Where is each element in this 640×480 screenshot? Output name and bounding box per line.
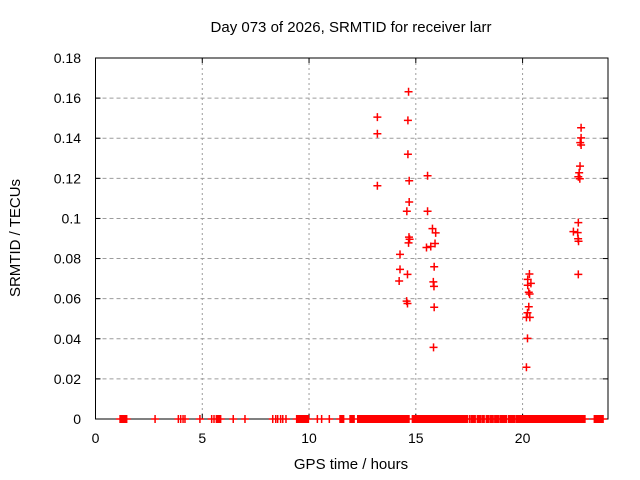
data-point bbox=[373, 113, 382, 122]
data-point bbox=[423, 207, 432, 216]
data-point bbox=[429, 282, 438, 291]
data-point bbox=[523, 334, 532, 343]
data-point bbox=[428, 224, 437, 233]
y-tick-label: 0.14 bbox=[54, 130, 81, 146]
data-point bbox=[574, 270, 583, 279]
axis-layer bbox=[95, 57, 609, 420]
data-point bbox=[574, 237, 583, 246]
y-tick-label: 0.06 bbox=[54, 291, 81, 307]
y-tick-label: 0.1 bbox=[62, 210, 82, 226]
y-tick-label: 0.18 bbox=[54, 50, 81, 66]
data-point bbox=[395, 277, 404, 286]
data-point bbox=[403, 270, 412, 279]
data-point bbox=[426, 242, 435, 251]
data-point bbox=[525, 290, 534, 299]
y-tick-label: 0.12 bbox=[54, 170, 81, 186]
data-point bbox=[373, 181, 382, 190]
data-point bbox=[575, 174, 584, 183]
data-point bbox=[577, 141, 586, 150]
tick-label-layer: 0 5 10 15 20 0 0.02 0.04 0.06 0.08 0.1 0.12 0.14 0.16… bbox=[54, 50, 531, 446]
y-tick-label: 0.08 bbox=[54, 251, 81, 267]
x-tick-label: 0 bbox=[92, 430, 100, 446]
data-point bbox=[402, 207, 411, 216]
data-layer bbox=[116, 87, 608, 423]
data-point bbox=[431, 239, 440, 248]
data-point bbox=[403, 299, 412, 308]
x-tick-label: 5 bbox=[198, 430, 206, 446]
data-point bbox=[429, 343, 438, 352]
data-point bbox=[430, 303, 439, 312]
data-point bbox=[524, 302, 533, 311]
y-tick-label: 0.16 bbox=[54, 90, 81, 106]
data-point bbox=[423, 171, 432, 180]
data-point bbox=[525, 313, 534, 322]
data-point bbox=[523, 308, 532, 317]
data-point bbox=[577, 123, 586, 132]
y-axis-label: SRMTID / TECUs bbox=[7, 179, 24, 297]
data-point bbox=[405, 197, 414, 206]
data-point bbox=[405, 235, 414, 244]
data-point bbox=[524, 288, 533, 297]
y-tick-label: 0.04 bbox=[54, 331, 81, 347]
x-tick-label: 10 bbox=[301, 430, 317, 446]
data-point bbox=[525, 269, 534, 278]
plot-border bbox=[95, 57, 609, 420]
data-point bbox=[405, 176, 414, 185]
data-point bbox=[574, 172, 583, 181]
y-tick-label: 0.02 bbox=[54, 371, 81, 387]
data-point bbox=[404, 87, 413, 96]
data-point bbox=[577, 133, 586, 142]
baseline-data-points bbox=[116, 415, 608, 423]
chart-title: Day 073 of 2026, SRMTID for receiver lar… bbox=[211, 19, 492, 36]
data-point bbox=[431, 228, 440, 237]
y-tick-label: 0 bbox=[73, 411, 81, 427]
grid-layer bbox=[95, 58, 608, 419]
data-point bbox=[396, 250, 405, 259]
data-point bbox=[430, 262, 439, 271]
data-point bbox=[574, 218, 583, 227]
data-point bbox=[403, 116, 412, 125]
data-point bbox=[403, 150, 412, 159]
x-axis-label: GPS time / hours bbox=[294, 456, 408, 473]
data-point bbox=[522, 363, 531, 372]
data-point bbox=[396, 265, 405, 274]
x-tick-label: 15 bbox=[408, 430, 424, 446]
data-point bbox=[422, 243, 431, 252]
data-point bbox=[576, 162, 585, 171]
data-point bbox=[523, 281, 532, 290]
x-tick-label: 20 bbox=[515, 430, 531, 446]
data-point bbox=[373, 129, 382, 138]
data-point bbox=[569, 227, 578, 236]
